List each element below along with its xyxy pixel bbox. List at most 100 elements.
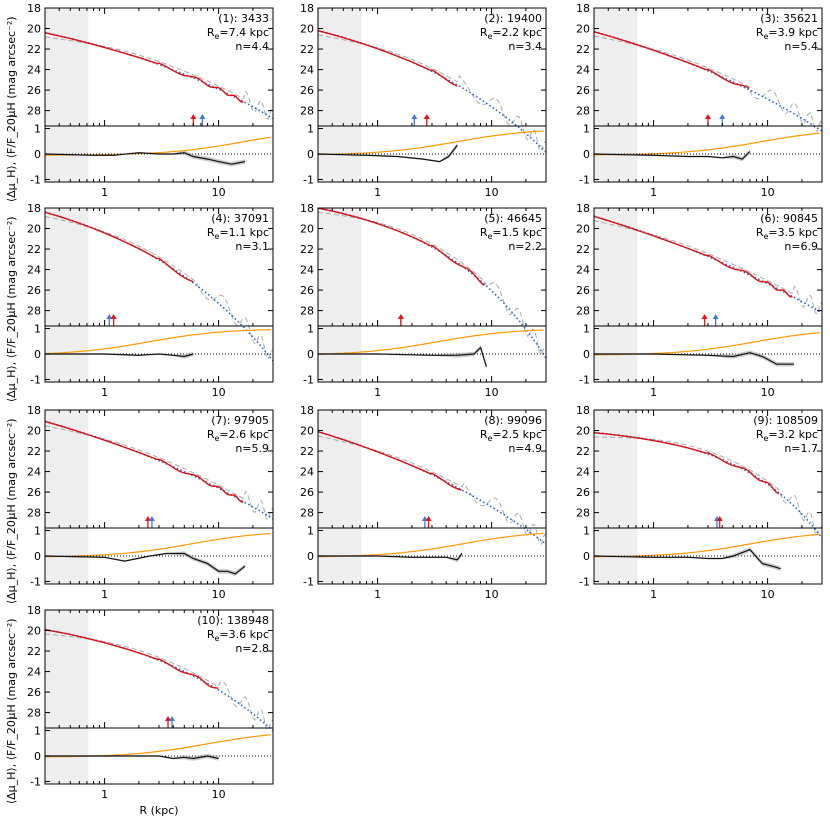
re-value: =1.1 kpc	[219, 226, 269, 239]
residual-line	[594, 151, 751, 160]
model-profile-line	[45, 211, 273, 362]
re-subscript: e	[214, 232, 219, 241]
sersic-index-label: n=3.4	[508, 40, 542, 53]
ytick-label-top: 22	[27, 243, 41, 256]
xtick-label: 10	[761, 588, 775, 601]
ytick-label-bottom: 0	[583, 348, 590, 361]
ylabel-top: μH (mag arcsec⁻²)	[5, 418, 18, 519]
ytick-label-top: 28	[300, 305, 314, 318]
plot-area	[318, 410, 546, 584]
ytick-label-top: 22	[300, 243, 314, 256]
residual-line	[318, 553, 463, 561]
re-value: =2.2 kpc	[492, 26, 542, 39]
residual-error-band	[318, 345, 487, 369]
plot-area	[45, 8, 273, 182]
psf-profile-line	[45, 216, 273, 360]
ytick-label-top: 18	[576, 2, 590, 15]
ytick-label-bottom: -1	[579, 373, 590, 386]
ytick-label-top: 20	[27, 625, 41, 638]
xtick-label: 1	[101, 186, 108, 199]
ytick-label-top: 22	[576, 243, 590, 256]
ytick-label-bottom: 1	[307, 525, 314, 538]
xtick-label: 10	[212, 386, 226, 399]
sersic-index-label: n=2.8	[235, 642, 269, 655]
re-arrow-head-red	[716, 516, 723, 521]
xtick-label: 10	[761, 186, 775, 199]
observed-profile-line	[318, 208, 485, 287]
effective-radius-label: Re=1.1 kpc	[207, 226, 269, 241]
re-value: =3.2 kpc	[768, 428, 818, 441]
flux-fraction-line	[45, 532, 271, 558]
xlabel: R (kpc)	[139, 804, 178, 817]
galaxy-id-label: (9): 108509	[753, 414, 818, 427]
effective-radius-label: Re=2.6 kpc	[207, 428, 269, 443]
ytick-label-top: 26	[27, 84, 41, 97]
residual-line	[45, 552, 246, 575]
galaxy-id-label: (10): 138948	[197, 614, 269, 627]
sersic-index-label: n=1.7	[784, 442, 818, 455]
psf-shade-region	[45, 610, 89, 784]
ytick-label-top: 18	[27, 2, 41, 15]
re-symbol: R	[480, 226, 488, 239]
ytick-label-top: 26	[27, 486, 41, 499]
xtick-label: 10	[761, 386, 775, 399]
re-subscript: e	[763, 32, 768, 41]
ytick-label-top: 28	[576, 507, 590, 520]
ytick-label-bottom: -1	[30, 373, 41, 386]
xtick-label: 1	[650, 588, 657, 601]
observed-profile-line	[594, 215, 793, 298]
ytick-label-top: 24	[300, 466, 314, 479]
ylabel-top: μH (mag arcsec⁻²)	[5, 216, 18, 317]
re-symbol: R	[207, 26, 215, 39]
plot-area	[318, 8, 546, 182]
ytick-label-bottom: 0	[34, 550, 41, 563]
ytick-label-top: 18	[27, 404, 41, 417]
re-symbol: R	[756, 26, 764, 39]
re-arrow-head-red	[701, 314, 708, 319]
flux-fraction-line	[318, 130, 544, 156]
residual-error-band	[318, 142, 458, 163]
ytick-label-top: 24	[27, 264, 41, 277]
observed-profile-line	[594, 31, 750, 89]
xtick-label: 1	[101, 788, 108, 801]
residual-line	[318, 346, 487, 367]
ytick-label-top: 20	[300, 425, 314, 438]
effective-radius-label: Re=3.9 kpc	[756, 26, 818, 41]
ytick-label-top: 20	[576, 425, 590, 438]
ytick-label-bottom: 0	[34, 148, 41, 161]
psf-shade-region	[594, 410, 638, 584]
residual-line	[594, 352, 794, 365]
ytick-label-top: 22	[27, 43, 41, 56]
ytick-label-top: 26	[300, 284, 314, 297]
psf-shade-region	[318, 8, 362, 182]
xtick-label: 1	[101, 588, 108, 601]
plot-area	[594, 8, 822, 182]
ytick-label-bottom: 0	[583, 550, 590, 563]
psf-shade-region	[318, 410, 362, 584]
psf-profile-line	[45, 36, 273, 120]
ytick-label-top: 20	[576, 223, 590, 236]
ytick-label-top: 26	[27, 686, 41, 699]
ylabel-top: μH (mag arcsec⁻²)	[5, 16, 18, 117]
plot-area	[594, 208, 822, 382]
re-value: =3.6 kpc	[219, 628, 269, 641]
ytick-label-bottom: -1	[303, 173, 314, 186]
re-arrow-head-blue	[719, 114, 726, 119]
ytick-label-bottom: 1	[34, 525, 41, 538]
ytick-label-top: 28	[300, 105, 314, 118]
ytick-label-top: 22	[27, 645, 41, 658]
re-arrow-head-blue	[148, 516, 155, 521]
ytick-label-bottom: 1	[34, 123, 41, 136]
ytick-label-top: 24	[27, 466, 41, 479]
re-arrow-head-blue	[106, 314, 113, 319]
model-profile-line	[318, 29, 546, 153]
psf-shade-region	[594, 208, 638, 382]
galaxy-id-label: (7): 97905	[211, 414, 269, 427]
ytick-label-top: 24	[27, 666, 41, 679]
ytick-label-bottom: -1	[579, 173, 590, 186]
